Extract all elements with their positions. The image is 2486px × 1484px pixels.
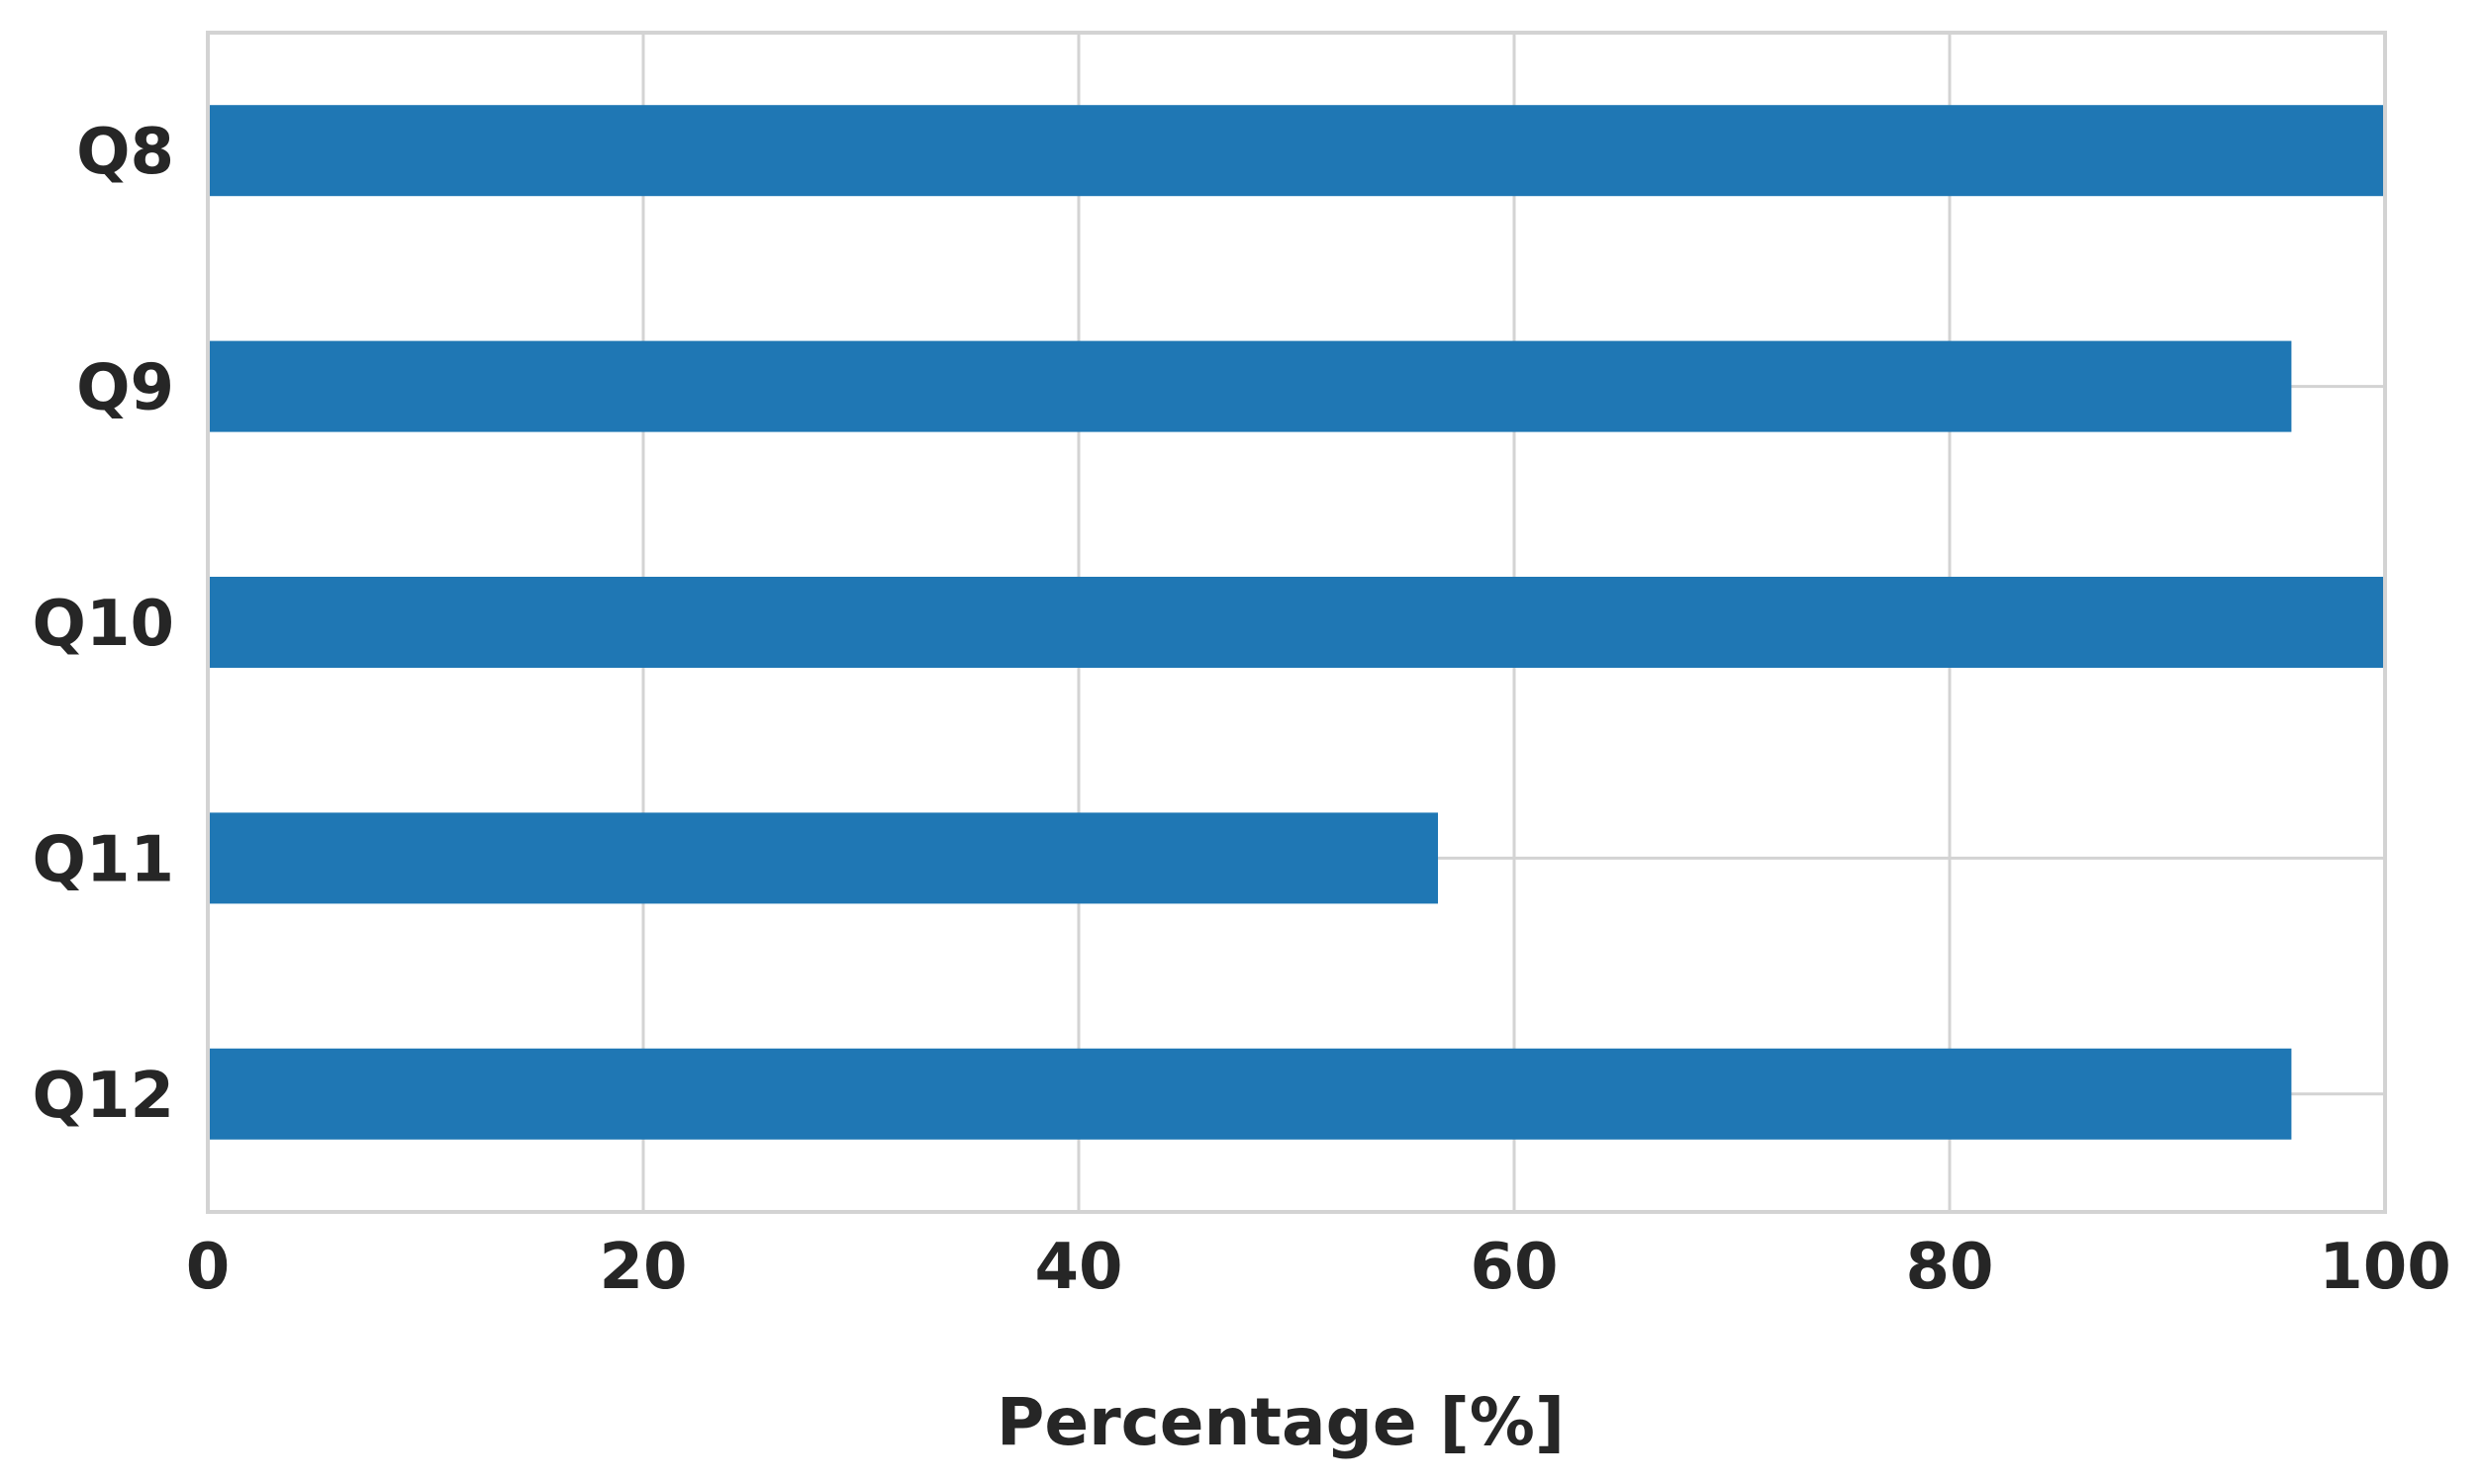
x-tick-label: 40 [1034, 1231, 1122, 1304]
y-tick-label: Q10 [33, 588, 174, 661]
bar-q10 [208, 577, 2385, 668]
x-tick-labels: 0 20 40 60 80 100 [186, 1231, 2451, 1304]
x-tick-label: 60 [1470, 1231, 1558, 1304]
x-tick-label: 80 [1905, 1231, 1993, 1304]
y-tick-labels: Q8 Q9 Q10 Q11 Q12 [33, 116, 174, 1133]
y-tick-label: Q11 [33, 823, 174, 896]
bar-q9 [208, 340, 2292, 432]
bars [208, 105, 2385, 1140]
x-tick-label: 0 [186, 1231, 231, 1304]
x-tick-label: 100 [2319, 1231, 2451, 1304]
x-tick-label: 20 [599, 1231, 687, 1304]
bar-q12 [208, 1048, 2292, 1140]
plot-frame [206, 31, 2387, 1214]
bar-q11 [208, 812, 1438, 904]
x-axis-label: Percentage [%] [997, 1384, 1565, 1460]
y-tick-label: Q8 [76, 116, 174, 189]
y-tick-label: Q9 [76, 352, 174, 425]
bar-q8 [208, 105, 2385, 197]
y-tick-label: Q12 [33, 1060, 174, 1133]
